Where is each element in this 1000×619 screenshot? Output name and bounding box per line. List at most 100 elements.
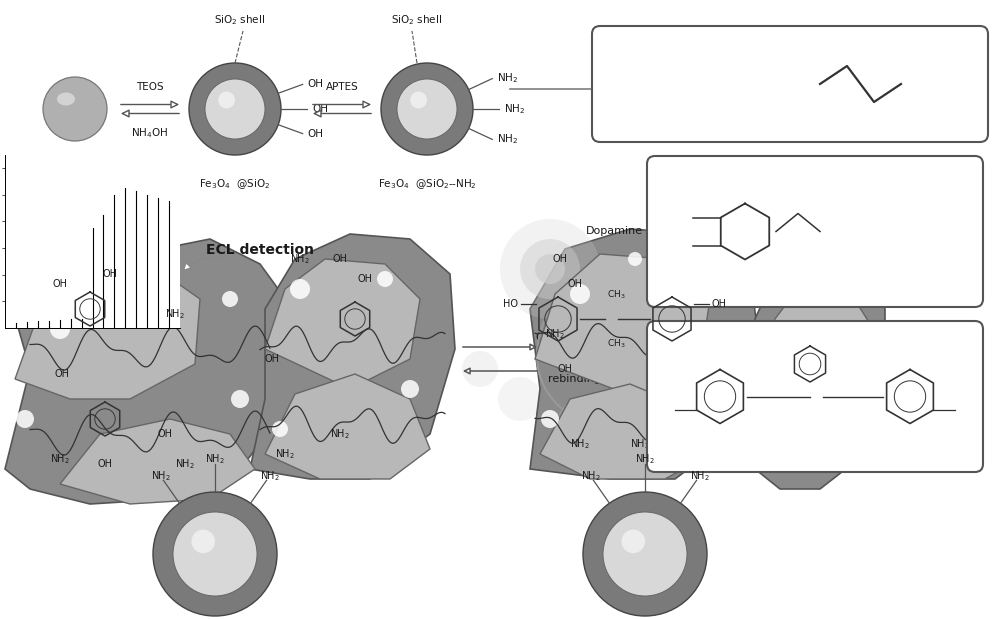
Text: OH: OH	[798, 324, 813, 334]
FancyBboxPatch shape	[592, 26, 988, 142]
Text: HO: HO	[672, 243, 689, 254]
Text: OH: OH	[158, 429, 173, 439]
Circle shape	[520, 239, 580, 299]
Circle shape	[189, 63, 281, 155]
Circle shape	[377, 271, 393, 287]
Circle shape	[290, 279, 310, 299]
Text: extraction: extraction	[548, 334, 605, 344]
Text: OH: OH	[52, 279, 68, 289]
Text: NH$_2$: NH$_2$	[165, 307, 185, 321]
Text: CH$_3$: CH$_3$	[607, 337, 625, 350]
Text: NH$_2$: NH$_2$	[260, 469, 279, 483]
Circle shape	[191, 530, 215, 553]
Circle shape	[173, 512, 257, 596]
Text: Fe$_3$O$_4$  @SiO$_2$: Fe$_3$O$_4$ @SiO$_2$	[199, 177, 271, 191]
Text: OH: OH	[358, 274, 372, 284]
Circle shape	[401, 380, 419, 398]
Polygon shape	[540, 384, 710, 479]
Text: NH$_2$: NH$_2$	[635, 452, 655, 466]
Circle shape	[621, 530, 645, 553]
Text: OH: OH	[332, 254, 348, 264]
Text: NH$_2$: NH$_2$	[570, 437, 590, 451]
Text: CH$_3$: CH$_3$	[607, 288, 625, 301]
Polygon shape	[755, 249, 885, 489]
Text: Dopamine: Dopamine	[586, 227, 643, 236]
Text: OH: OH	[54, 369, 70, 379]
Text: SiO$_2$ shell: SiO$_2$ shell	[391, 13, 443, 27]
Circle shape	[462, 351, 498, 387]
Text: O: O	[694, 55, 705, 69]
Text: OH: OH	[568, 279, 582, 289]
Circle shape	[231, 390, 249, 408]
Circle shape	[272, 421, 288, 437]
Circle shape	[43, 77, 107, 141]
Text: NH$_2$: NH$_2$	[690, 272, 710, 286]
Text: NH$_2$: NH$_2$	[910, 76, 938, 92]
Circle shape	[628, 252, 642, 266]
Text: NH$_2$: NH$_2$	[690, 469, 709, 483]
Text: Fe$_3$O$_4$  @SiO$_2$--NH$_2$: Fe$_3$O$_4$ @SiO$_2$--NH$_2$	[378, 177, 476, 191]
Text: NH$_4$OH: NH$_4$OH	[131, 126, 169, 140]
Text: O: O	[694, 99, 705, 113]
Text: NH$_2$: NH$_2$	[828, 220, 851, 233]
Text: NH$_2$: NH$_2$	[330, 427, 350, 441]
Circle shape	[535, 254, 565, 284]
Polygon shape	[60, 419, 255, 504]
Text: HO: HO	[503, 299, 518, 309]
Text: Dopamine: Dopamine	[560, 309, 617, 319]
Text: TEOS: TEOS	[136, 82, 164, 92]
Text: NH$_2$: NH$_2$	[290, 252, 310, 266]
Circle shape	[218, 92, 235, 108]
Circle shape	[50, 319, 70, 339]
Circle shape	[706, 395, 724, 413]
Polygon shape	[265, 374, 430, 479]
Text: OH: OH	[682, 429, 698, 439]
Text: NH$_2$: NH$_2$	[497, 72, 518, 85]
Polygon shape	[530, 229, 760, 479]
Circle shape	[771, 320, 789, 338]
Circle shape	[702, 281, 718, 297]
Circle shape	[660, 349, 700, 389]
Text: OH: OH	[558, 364, 572, 374]
Text: NH$_2$: NH$_2$	[50, 452, 70, 466]
Text: HO: HO	[672, 209, 689, 220]
Circle shape	[410, 92, 427, 108]
Text: OH: OH	[712, 299, 727, 309]
Text: OH: OH	[103, 269, 118, 279]
Text: OH: OH	[98, 459, 112, 469]
Text: CH$_3$: CH$_3$	[807, 365, 829, 378]
Text: O: O	[694, 77, 705, 91]
Text: NH$_2$: NH$_2$	[545, 327, 565, 341]
Text: OH: OH	[772, 429, 788, 439]
Polygon shape	[265, 259, 420, 389]
Circle shape	[381, 63, 473, 155]
Text: ECL detection: ECL detection	[206, 243, 314, 257]
Text: NH$_2$: NH$_2$	[175, 457, 195, 471]
Circle shape	[153, 492, 277, 616]
Text: SiO$_2$ shell: SiO$_2$ shell	[214, 13, 266, 27]
Polygon shape	[15, 264, 200, 399]
Text: NH$_2$: NH$_2$	[805, 437, 825, 451]
Text: OH: OH	[832, 339, 848, 349]
Circle shape	[603, 512, 687, 596]
Polygon shape	[760, 279, 870, 414]
Text: OH: OH	[692, 364, 708, 374]
Text: OH: OH	[552, 254, 568, 264]
Text: rebinding: rebinding	[548, 374, 601, 384]
Circle shape	[500, 219, 600, 319]
Text: NH$_2$: NH$_2$	[275, 447, 295, 461]
Circle shape	[148, 282, 162, 296]
Ellipse shape	[57, 92, 75, 105]
Text: OH: OH	[264, 354, 280, 364]
Circle shape	[732, 341, 768, 377]
Text: CdSe QDs: CdSe QDs	[536, 331, 594, 344]
Text: NH$_2$: NH$_2$	[504, 102, 525, 116]
Circle shape	[560, 359, 600, 399]
Polygon shape	[250, 234, 455, 479]
Text: NH$_2$: NH$_2$	[151, 469, 170, 483]
Text: OH: OH	[308, 129, 324, 139]
Text: OH: OH	[308, 79, 324, 89]
Text: NH$_2$: NH$_2$	[581, 469, 600, 483]
Text: Fe$_3$O$_4$: Fe$_3$O$_4$	[59, 163, 91, 177]
Text: OH: OH	[832, 384, 848, 394]
